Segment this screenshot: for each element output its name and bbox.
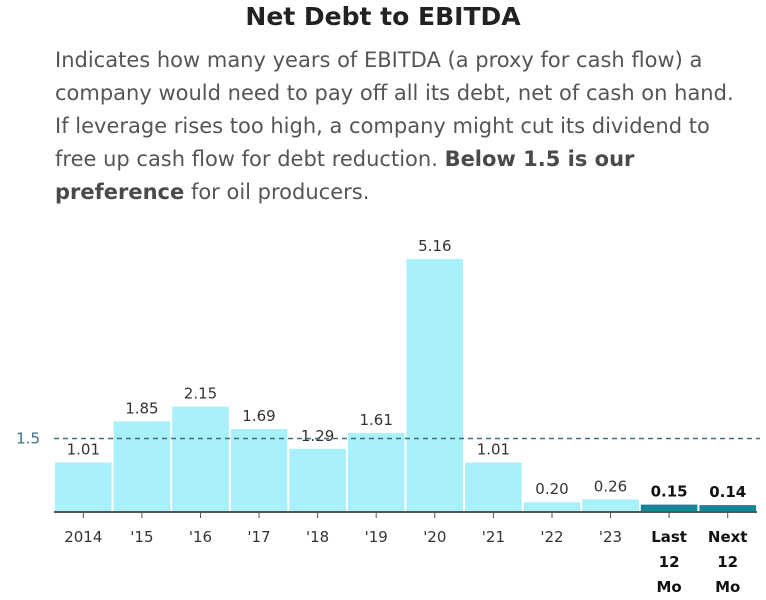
- bar: [113, 421, 171, 512]
- bar: [640, 504, 698, 512]
- bar: [172, 406, 229, 512]
- x-tick-label: '16: [189, 528, 212, 546]
- value-labels-group: 1.01 1.85 2.15 1.69 1.29 1.61 5.16 1.01 0.20 0.26…: [67, 237, 747, 501]
- data-label: 0.26: [594, 477, 627, 495]
- bar: [406, 259, 464, 512]
- chart-title: Net Debt to EBITDA: [245, 2, 521, 31]
- x-tick-label: '22: [540, 528, 563, 546]
- description-text: Indicates how many years of EBITDA (a pr…: [55, 48, 734, 171]
- bar: [523, 502, 581, 512]
- description-emphasis: Below 1.5 is our preference: [55, 147, 635, 204]
- chart-description: Indicates how many years of EBITDA (a pr…: [55, 44, 745, 209]
- data-label: 1.29: [301, 427, 334, 445]
- data-label: 0.20: [535, 480, 568, 498]
- bar: [230, 429, 288, 512]
- bar: [289, 448, 346, 513]
- bar: [55, 462, 112, 512]
- x-tick-label: 2014: [64, 528, 102, 546]
- bar: [582, 499, 639, 512]
- data-label: 1.01: [67, 441, 100, 459]
- data-label: 1.85: [125, 399, 158, 417]
- x-tick-label: Last 12 Mo: [651, 528, 687, 596]
- reference-line-label: 1.5: [16, 430, 40, 448]
- x-tick-label: '15: [130, 528, 153, 546]
- x-tick-label: Next 12 Mo: [708, 528, 748, 596]
- x-tick-label: '19: [365, 528, 388, 546]
- x-ticks-group: [82, 512, 729, 518]
- data-label: 5.16: [418, 237, 451, 255]
- data-label: 0.14: [709, 483, 746, 501]
- bar: [699, 505, 756, 512]
- x-tick-label: '23: [599, 528, 622, 546]
- data-label: 1.61: [359, 411, 392, 429]
- x-tick-label: '17: [247, 528, 270, 546]
- x-tick-label: '21: [482, 528, 505, 546]
- data-label: 1.01: [477, 441, 510, 459]
- description-text-end: for oil producers.: [184, 180, 370, 204]
- bar: [465, 462, 522, 512]
- x-tick-label: '18: [306, 528, 329, 546]
- bar: [347, 433, 405, 512]
- bars-group: [55, 259, 756, 513]
- data-label: 2.15: [184, 385, 217, 403]
- data-label: 1.69: [242, 407, 275, 425]
- x-tick-labels-group: 2014 '15 '16 '17 '18 '19 '20 '21 '22 '23 Last 12 Mo N…: [64, 528, 747, 596]
- x-tick-label: '20: [423, 528, 446, 546]
- data-label: 0.15: [651, 483, 688, 501]
